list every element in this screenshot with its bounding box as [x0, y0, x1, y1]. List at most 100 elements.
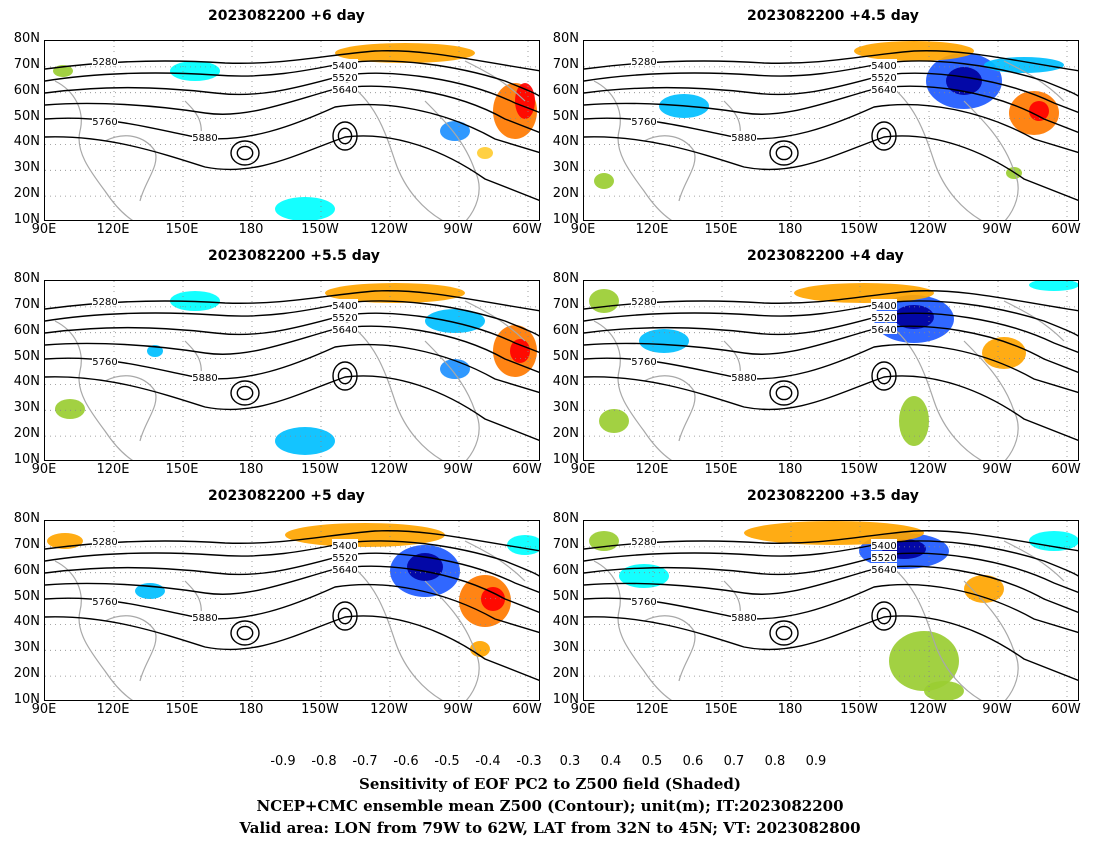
lon-tick-label: 60W: [512, 702, 542, 717]
lat-tick-label: 10N: [13, 212, 40, 227]
lat-tick-label: 50N: [13, 588, 40, 604]
z500-closed-contour: [236, 145, 254, 161]
contour-label: 5520: [332, 73, 357, 84]
lon-tick-label: 150E: [165, 702, 199, 717]
coastline: [54, 320, 134, 460]
coastline: [54, 560, 134, 700]
lon-tick-label: 90W: [982, 462, 1012, 477]
lon-tick-label: 150W: [301, 222, 339, 237]
z500-closed-contour: [775, 145, 793, 161]
z500-contour: [584, 85, 1078, 133]
z500-closed-contour: [871, 361, 897, 391]
z500-contour: [584, 72, 1078, 113]
lat-tick-label: 40N: [552, 134, 579, 150]
contour-label: 5280: [631, 537, 656, 548]
lat-tick-label: 80N: [13, 31, 40, 46]
panel-title: 2023082200 +4.5 day: [747, 8, 919, 24]
lat-tick-label: 30N: [552, 640, 579, 656]
z500-contour: [584, 615, 1078, 681]
lon-tick-label: 120E: [96, 702, 130, 717]
contour-label: 5520: [332, 553, 357, 564]
lon-tick-label: 90E: [31, 222, 57, 237]
lat-tick-label: 70N: [552, 296, 579, 312]
lon-tick-label: 60W: [1051, 702, 1081, 717]
panel-title: 2023082200 +5.5 day: [208, 248, 380, 264]
z500-closed-contour: [337, 367, 353, 385]
lon-tick-label: 120W: [909, 462, 947, 477]
lat-tick-label: 80N: [13, 271, 40, 286]
coastline: [593, 560, 673, 700]
z500-closed-contour: [775, 625, 793, 641]
z500-closed-contour: [230, 380, 260, 406]
sensitivity-shading: [794, 283, 934, 303]
map-panel: 5280 5400 5520 5640 5760 5880: [44, 40, 540, 221]
lat-tick-label: 60N: [552, 562, 579, 578]
lat-tick-label: 20N: [13, 666, 40, 682]
colorbar-tick-label: -0.6: [393, 754, 419, 769]
lon-tick-label: 120W: [909, 702, 947, 717]
lat-tick-label: 30N: [552, 400, 579, 416]
z500-closed-contour: [876, 127, 892, 145]
contour-label: 5520: [871, 313, 896, 324]
lon-tick-label: 120W: [370, 462, 408, 477]
colorbar-tick-label: 0.4: [600, 754, 622, 769]
lon-tick-label: 150E: [704, 222, 738, 237]
sensitivity-shading: [481, 587, 505, 611]
lat-tick-label: 80N: [13, 511, 40, 526]
lon-tick-label: 180: [238, 462, 264, 477]
sensitivity-shading: [477, 147, 493, 159]
lon-tick-label: 150W: [301, 462, 339, 477]
lon-tick-label: 90W: [982, 222, 1012, 237]
z500-contour: [45, 615, 539, 681]
z500-contour: [584, 552, 1078, 593]
contour-label: 5760: [92, 357, 117, 368]
panel-title: 2023082200 +3.5 day: [747, 488, 919, 504]
z500-contour: [584, 583, 1078, 634]
lon-tick-label: 60W: [1051, 462, 1081, 477]
sensitivity-shading: [1029, 281, 1078, 291]
lat-tick-label: 30N: [13, 640, 40, 656]
panel-title: 2023082200 +6 day: [208, 8, 365, 24]
sensitivity-shading: [285, 523, 445, 547]
lon-tick-label: 120E: [96, 222, 130, 237]
sensitivity-shading: [964, 575, 1004, 603]
lat-tick-label: 70N: [552, 536, 579, 552]
lon-tick-label: 90W: [443, 702, 473, 717]
z500-contour: [584, 325, 1078, 373]
lat-tick-label: 20N: [552, 186, 579, 202]
lat-tick-label: 60N: [13, 322, 40, 338]
contour-label: 5760: [92, 117, 117, 128]
lon-tick-label: 120E: [635, 222, 669, 237]
lat-tick-label: 40N: [552, 614, 579, 630]
z500-closed-contour: [769, 380, 799, 406]
coastline: [963, 580, 1019, 700]
lat-tick-label: 10N: [552, 692, 579, 707]
z500-contour: [45, 325, 539, 373]
z500-contour: [584, 135, 1078, 201]
z500-contour: [584, 375, 1078, 441]
contour-label: 5640: [871, 565, 896, 576]
coastline: [643, 615, 696, 682]
z500-contour: [584, 530, 1078, 552]
z500-closed-contour: [230, 140, 260, 166]
sensitivity-shading: [470, 641, 490, 657]
colorbar-tick-label: 0.8: [764, 754, 786, 769]
z500-contour: [584, 60, 1078, 97]
contour-label: 5280: [92, 297, 117, 308]
contour-label: 5400: [871, 301, 896, 312]
contour-label: 5400: [332, 301, 357, 312]
lon-tick-label: 150W: [840, 462, 878, 477]
panel-title: 2023082200 +4 day: [747, 248, 904, 264]
sensitivity-shading: [275, 427, 335, 455]
lat-tick-label: 60N: [13, 82, 40, 98]
coastline: [104, 375, 157, 442]
contour-label: 5280: [92, 57, 117, 68]
z500-closed-contour: [769, 140, 799, 166]
contour-label: 5880: [731, 373, 756, 384]
lon-tick-label: 120E: [635, 702, 669, 717]
lat-tick-label: 20N: [552, 426, 579, 442]
z500-contour: [45, 50, 539, 72]
z500-contour: [45, 85, 539, 133]
